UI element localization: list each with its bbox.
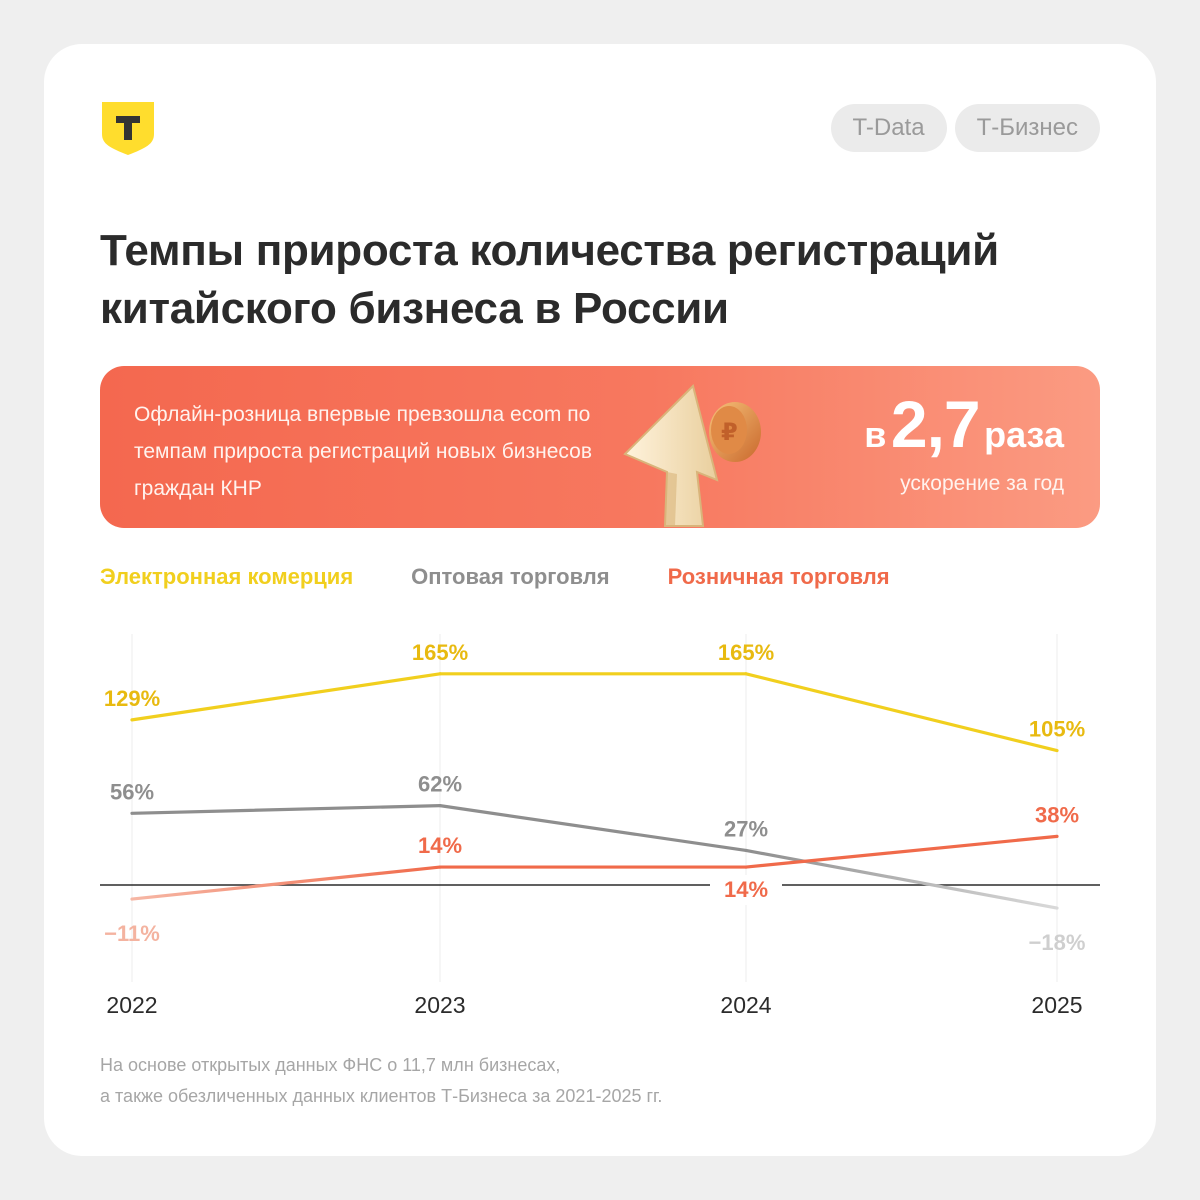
legend-ecom: Электронная комерция	[100, 564, 354, 589]
data-label-1-2025: −18%	[1029, 930, 1086, 955]
data-label-2-2023: 14%	[418, 833, 462, 858]
data-label-1-2023: 62%	[418, 772, 462, 797]
banner-highlight: в 2,7 раза	[864, 386, 1064, 462]
line-chart: 129% 165% 165% 105% 56% 62% 27% −18% −11% 14% 14% 3…	[100, 634, 1100, 1018]
highlight-suffix: раза	[984, 414, 1064, 455]
legend-wholesale: Оптовая торговля	[411, 564, 610, 589]
arrow-up-coin-icon: ₽	[623, 384, 761, 527]
banner-text: Офлайн-розница впервые превзошла ecom по…	[134, 403, 593, 500]
highlight-number: 2,7	[890, 387, 981, 461]
data-label-0-2023: 165%	[412, 640, 468, 665]
data-label-0-2022: 129%	[104, 686, 160, 711]
highlight-subtitle: ускорение за год	[900, 472, 1064, 495]
series-1-segment-1	[438, 804, 748, 853]
x-tick-2024: 2024	[720, 992, 771, 1018]
data-label-0-2025: 105%	[1029, 717, 1085, 742]
footnote: На основе открытых данных ФНС о 11,7 млн…	[100, 1050, 662, 1112]
data-label-0-2024: 165%	[718, 640, 774, 665]
x-tick-2022: 2022	[106, 992, 157, 1018]
page-title: Темпы прироста количества регистраций ки…	[100, 226, 999, 333]
legend-retail: Розничная торговля	[667, 564, 890, 589]
svg-text:₽: ₽	[721, 418, 738, 446]
series-1-segment-0	[130, 804, 442, 815]
tag-t-data[interactable]: T-Data	[830, 104, 947, 152]
data-label-2-2022: −11%	[104, 921, 160, 946]
tag-t-business[interactable]: Т-Бизнес	[954, 104, 1100, 152]
series-2-segment-2	[744, 834, 1059, 869]
infographic-card: T-Data Т-Бизнес Темпы прироста количеств…	[44, 44, 1156, 1156]
data-label-bg	[710, 875, 782, 905]
data-label-1-2024: 27%	[724, 816, 768, 841]
tbank-logo-icon	[102, 102, 154, 155]
series-2-segment-0	[130, 865, 442, 901]
x-tick-2025: 2025	[1031, 992, 1082, 1018]
series-1-segment-2	[744, 848, 1059, 910]
highlight-prefix: в	[864, 414, 887, 455]
footnote-line-2: а также обезличенных данных клиентов Т-Б…	[100, 1086, 663, 1106]
chart-legend: Электронная комерция Оптовая торговля Ро…	[100, 564, 890, 590]
tag-list: T-Data Т-Бизнес	[830, 104, 1100, 152]
footnote-line-1: На основе открытых данных ФНС о 11,7 млн…	[100, 1055, 561, 1075]
series-0-segment-0	[130, 672, 442, 722]
series-0-segment-2	[744, 672, 1059, 753]
x-tick-2023: 2023	[414, 992, 465, 1018]
highlight-banner: Офлайн-розница впервые превзошла ecom по…	[100, 366, 1100, 528]
data-label-2-2024: 14%	[724, 877, 768, 902]
data-label-2-2025: 38%	[1035, 802, 1079, 827]
data-label-1-2022: 56%	[110, 779, 154, 804]
